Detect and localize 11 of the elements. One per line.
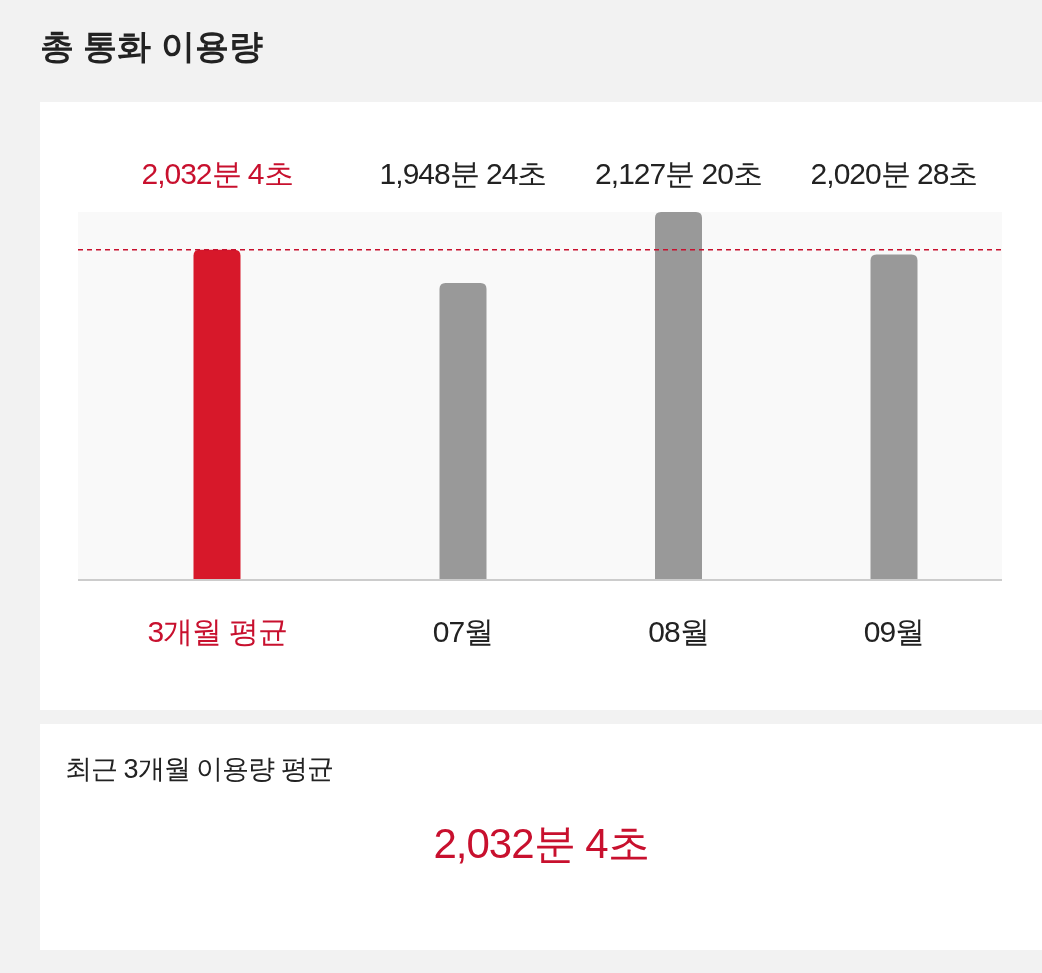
data-label: 1,948분 24초 bbox=[379, 157, 547, 190]
x-tick-label: 3개월 평균 bbox=[147, 615, 287, 648]
text: 2,032분 4초 bbox=[433, 820, 649, 867]
x-tick-label: 07월 bbox=[432, 615, 494, 648]
chart-title: 총 통화 이용량 bbox=[40, 27, 263, 65]
data-label: 2,032분 4초 bbox=[141, 157, 293, 190]
data-label: 2,127분 20초 bbox=[595, 157, 762, 190]
x-tick-label: 08월 bbox=[648, 615, 709, 648]
x-tick-label: 09월 bbox=[863, 615, 925, 648]
data-label: 2,020분 28초 bbox=[810, 157, 978, 190]
text: 최근 3개월 이용량 평균 bbox=[65, 754, 333, 784]
